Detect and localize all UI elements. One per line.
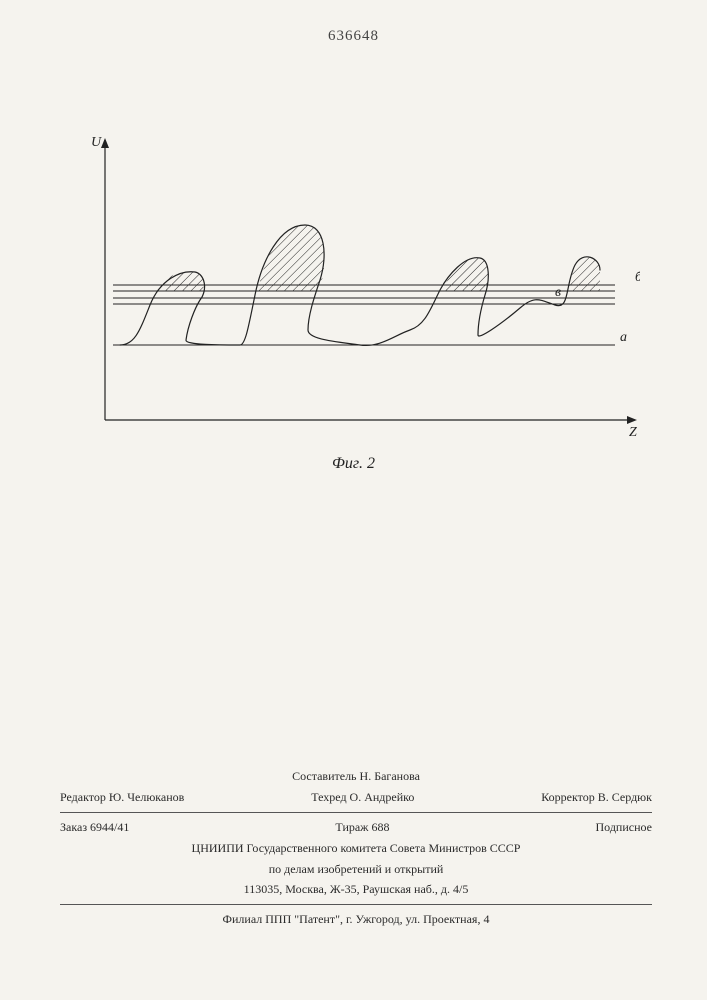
footer-block: Составитель Н. Баганова Редактор Ю. Челю… xyxy=(60,766,652,930)
footer-compiler: Составитель Н. Баганова xyxy=(60,766,652,787)
svg-text:U: U xyxy=(91,135,102,150)
figure-caption: Фиг. 2 xyxy=(0,455,707,473)
footer-divider-1 xyxy=(60,812,652,813)
footer-divider-2 xyxy=(60,904,652,905)
footer-order: Заказ 6944/41 xyxy=(60,819,129,836)
svg-text:в: в xyxy=(555,285,561,300)
footer-address: 113035, Москва, Ж-35, Раушская наб., д. … xyxy=(60,879,652,900)
footer-printer: Филиал ППП "Патент", г. Ужгород, ул. Про… xyxy=(60,909,652,930)
footer-org2: по делам изобретений и открытий xyxy=(60,859,652,880)
footer-techred: Техред О. Андрейко xyxy=(311,789,414,806)
footer-subscription: Подписное xyxy=(596,819,653,836)
figure-2: UZбва xyxy=(80,130,630,450)
page: 636648 U Zб в а Фиг. 2 Составитель Н. Баган… xyxy=(0,0,707,1000)
svg-text:б: б xyxy=(635,270,640,285)
document-number: 636648 xyxy=(0,28,707,45)
footer-corrector: Корректор В. Сердюк xyxy=(541,789,652,806)
footer-org1: ЦНИИПИ Государственного комитета Совета … xyxy=(60,838,652,859)
figure-svg: U Zб в а xyxy=(80,130,640,450)
svg-text:Z: Z xyxy=(629,425,637,440)
svg-text:а: а xyxy=(620,330,627,345)
footer-print-row: Заказ 6944/41 Тираж 688 Подписное xyxy=(60,817,652,838)
footer-credits-row: Редактор Ю. Челюканов Техред О. Андрейко… xyxy=(60,787,652,808)
footer-tirazh: Тираж 688 xyxy=(335,819,389,836)
footer-editor: Редактор Ю. Челюканов xyxy=(60,789,184,806)
